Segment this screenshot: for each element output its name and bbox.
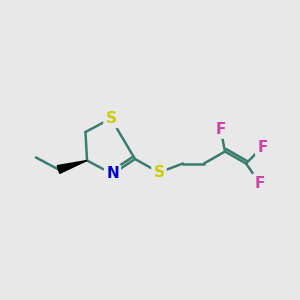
Text: F: F (254, 176, 265, 190)
Text: F: F (257, 140, 268, 154)
Text: F: F (215, 122, 226, 136)
Text: N: N (106, 167, 119, 182)
Text: S: S (154, 165, 164, 180)
Text: S: S (106, 111, 116, 126)
Polygon shape (57, 160, 87, 173)
